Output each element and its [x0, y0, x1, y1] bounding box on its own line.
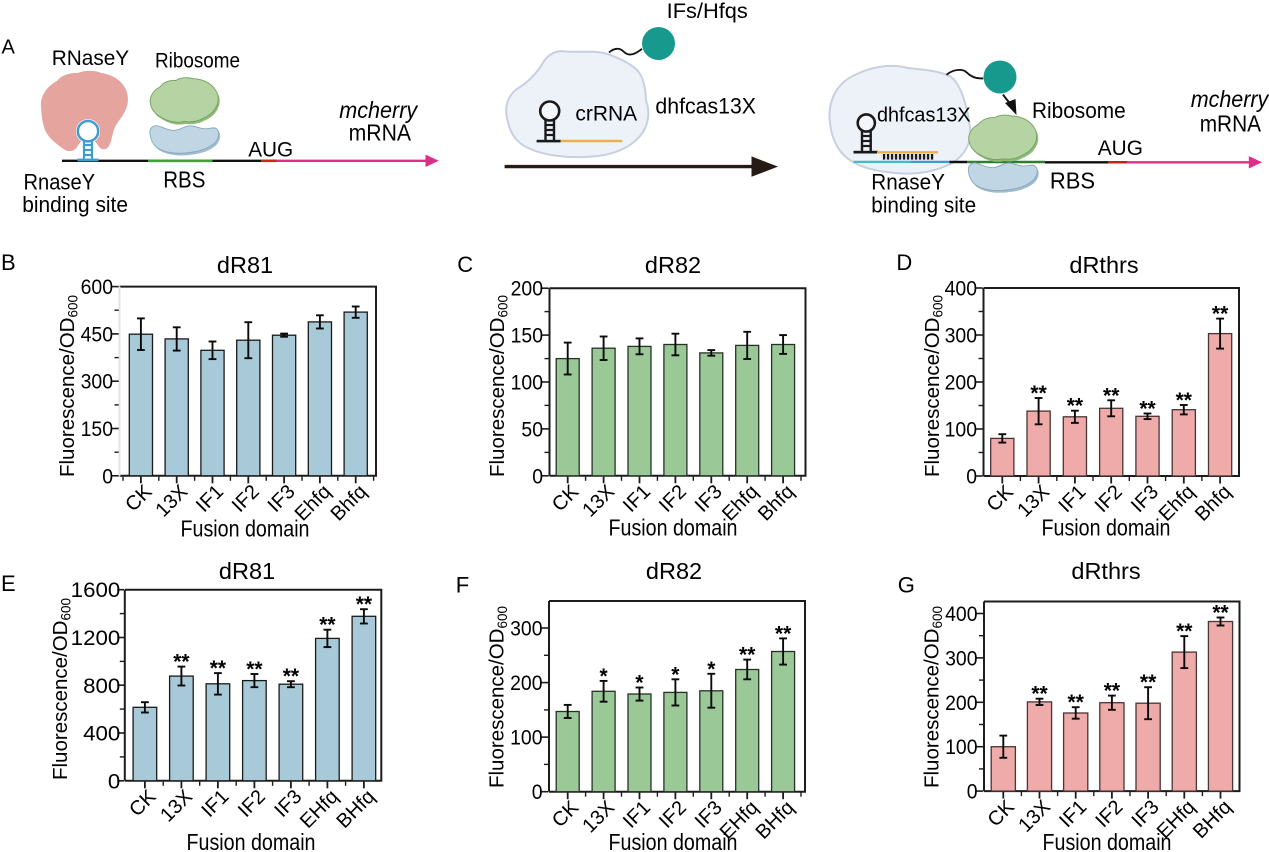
- svg-text:**: **: [319, 614, 336, 637]
- svg-text:1600: 1600: [71, 579, 121, 602]
- svg-text:**: **: [1068, 691, 1085, 714]
- svg-text:400: 400: [83, 723, 120, 746]
- svg-text:Fluorescence/OD600: Fluorescence/OD600: [56, 295, 81, 477]
- svg-text:50: 50: [521, 418, 543, 441]
- svg-text:B: B: [1, 250, 16, 275]
- svg-text:RnaseY: RnaseY: [871, 169, 945, 194]
- svg-text:Fluorescence/OD600: Fluorescence/OD600: [49, 598, 74, 780]
- svg-text:dR82: dR82: [646, 558, 702, 584]
- svg-text:150: 150: [81, 418, 113, 441]
- svg-text:**: **: [1212, 303, 1229, 326]
- svg-text:**: **: [1140, 671, 1157, 694]
- svg-text:RnaseY: RnaseY: [24, 170, 96, 195]
- svg-text:**: **: [283, 665, 300, 688]
- svg-text:binding site: binding site: [22, 192, 128, 217]
- svg-text:dhfcas13X: dhfcas13X: [655, 93, 756, 118]
- svg-text:A: A: [2, 37, 16, 59]
- svg-text:1200: 1200: [71, 627, 121, 650]
- svg-text:Fluorescence/OD600: Fluorescence/OD600: [921, 606, 946, 788]
- svg-text:**: **: [775, 622, 792, 645]
- svg-text:mcherry: mcherry: [339, 97, 418, 123]
- svg-text:200: 200: [945, 372, 977, 395]
- svg-text:*: *: [707, 658, 716, 681]
- svg-text:0: 0: [532, 465, 543, 488]
- svg-text:300: 300: [81, 371, 113, 394]
- svg-text:100: 100: [510, 727, 542, 750]
- svg-text:RBS: RBS: [1050, 167, 1095, 193]
- svg-text:100: 100: [945, 419, 977, 442]
- svg-text:F: F: [456, 573, 469, 598]
- svg-text:Fusion domain: Fusion domain: [1043, 829, 1172, 852]
- svg-text:200: 200: [510, 672, 542, 695]
- svg-text:600: 600: [81, 276, 113, 299]
- svg-text:binding site: binding site: [871, 193, 976, 218]
- svg-text:Ribosome: Ribosome: [1032, 98, 1126, 123]
- svg-text:**: **: [739, 644, 756, 667]
- svg-text:300: 300: [945, 647, 977, 670]
- svg-text:RNaseY: RNaseY: [52, 47, 130, 70]
- svg-text:400: 400: [945, 603, 977, 626]
- svg-text:G: G: [898, 573, 915, 598]
- svg-text:0: 0: [532, 781, 543, 804]
- svg-text:C: C: [457, 252, 473, 277]
- svg-text:*: *: [635, 672, 644, 695]
- svg-text:*: *: [671, 663, 680, 686]
- svg-text:dhfcas13X: dhfcas13X: [877, 105, 971, 127]
- svg-text:Fusion domain: Fusion domain: [1042, 515, 1171, 541]
- svg-text:**: **: [173, 651, 190, 674]
- svg-text:800: 800: [83, 675, 120, 698]
- svg-text:*: *: [600, 665, 609, 688]
- svg-text:AUG: AUG: [1098, 136, 1143, 160]
- svg-text:400: 400: [945, 278, 977, 301]
- svg-text:AUG: AUG: [248, 138, 293, 162]
- svg-text:RBS: RBS: [163, 166, 205, 192]
- svg-text:100: 100: [511, 372, 543, 395]
- svg-text:D: D: [896, 250, 912, 275]
- svg-text:Fusion domain: Fusion domain: [181, 516, 310, 542]
- svg-text:dR81: dR81: [219, 558, 275, 584]
- svg-text:300: 300: [945, 325, 977, 348]
- svg-text:**: **: [210, 657, 227, 680]
- svg-text:**: **: [1212, 602, 1229, 625]
- svg-text:mRNA: mRNA: [1200, 111, 1262, 137]
- svg-text:mRNA: mRNA: [349, 119, 412, 145]
- svg-text:0: 0: [967, 781, 978, 804]
- svg-text:0: 0: [108, 770, 120, 793]
- svg-text:200: 200: [511, 278, 543, 301]
- svg-text:dRthrs: dRthrs: [1069, 252, 1138, 278]
- svg-text:dR81: dR81: [217, 252, 273, 278]
- svg-text:200: 200: [945, 692, 977, 715]
- svg-text:0: 0: [102, 465, 113, 488]
- svg-text:dR82: dR82: [645, 252, 701, 278]
- svg-text:450: 450: [81, 323, 113, 346]
- svg-text:300: 300: [510, 618, 542, 641]
- svg-text:Ribosome: Ribosome: [155, 50, 240, 73]
- svg-text:**: **: [1139, 398, 1156, 421]
- svg-text:E: E: [1, 571, 16, 596]
- svg-text:**: **: [1030, 382, 1047, 405]
- svg-text:**: **: [1031, 683, 1048, 706]
- svg-text:crRNA: crRNA: [575, 101, 637, 125]
- svg-text:Fusion domain: Fusion domain: [609, 515, 738, 541]
- svg-text:0: 0: [966, 466, 977, 489]
- svg-text:mcherry: mcherry: [1191, 86, 1269, 112]
- svg-text:**: **: [356, 593, 373, 616]
- svg-text:100: 100: [945, 736, 977, 759]
- svg-text:**: **: [1103, 384, 1120, 407]
- svg-text:**: **: [246, 658, 263, 681]
- svg-text:Fusion domain: Fusion domain: [609, 829, 738, 852]
- svg-text:IFs/Hfqs: IFs/Hfqs: [667, 0, 748, 23]
- svg-text:dRthrs: dRthrs: [1071, 558, 1140, 584]
- svg-text:150: 150: [511, 325, 543, 348]
- svg-text:**: **: [1104, 680, 1121, 703]
- svg-text:**: **: [1176, 620, 1193, 643]
- svg-text:Fluorescence/OD600: Fluorescence/OD600: [486, 606, 511, 788]
- svg-text:Fusion domain: Fusion domain: [187, 829, 316, 852]
- svg-text:Fluorescence/OD600: Fluorescence/OD600: [921, 295, 946, 477]
- svg-text:**: **: [1176, 389, 1193, 412]
- svg-text:**: **: [1067, 395, 1084, 418]
- svg-text:Fluorescence/OD600: Fluorescence/OD600: [486, 295, 511, 477]
